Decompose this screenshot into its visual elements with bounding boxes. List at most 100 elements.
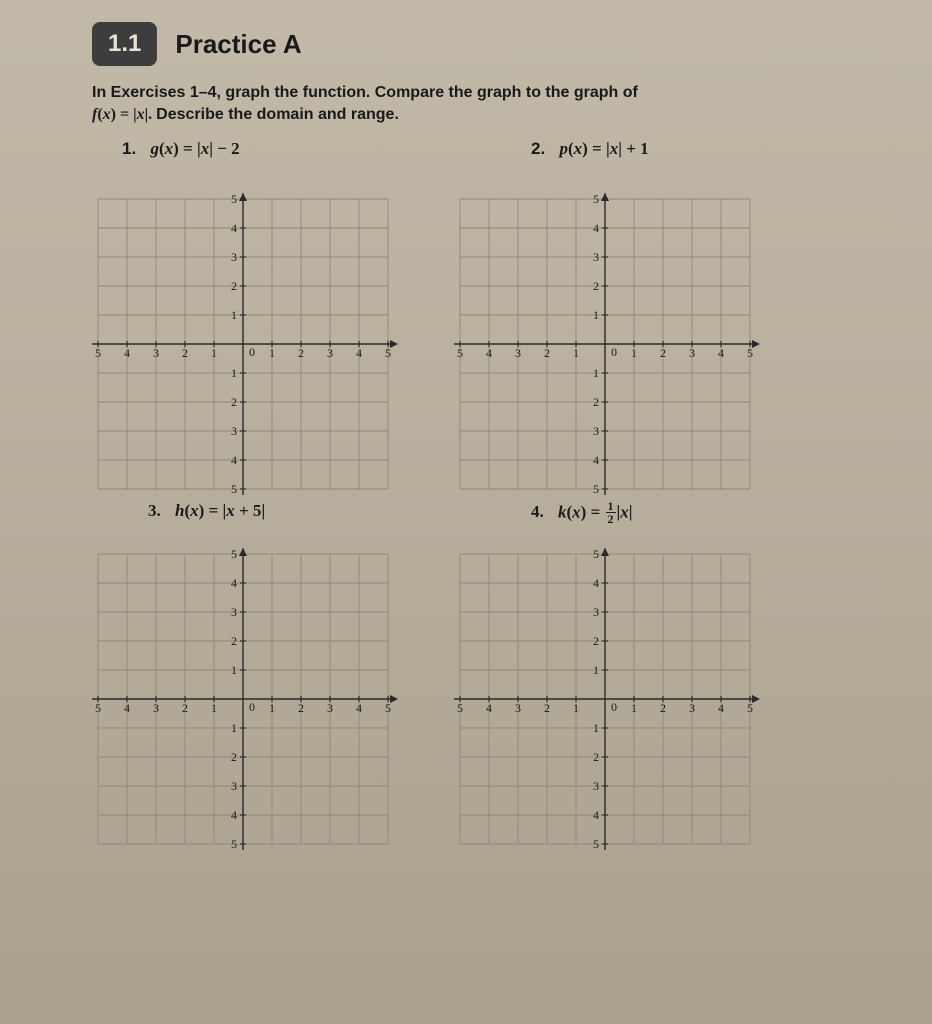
svg-text:2: 2: [298, 346, 304, 360]
svg-text:4: 4: [356, 701, 362, 715]
instructions-line2-fx: f(x) = x.: [92, 106, 156, 123]
instructions: In Exercises 1–4, graph the function. Co…: [92, 82, 712, 127]
svg-text:1: 1: [211, 701, 217, 715]
header: 1.1 Practice A: [92, 22, 860, 66]
problems-row-1: 1. g(x) = x − 2 2. p(x) = x + 1: [122, 139, 860, 159]
problem-number: 3.: [148, 501, 161, 520]
charts-row-1: 543210123455432112345 543210123455432112…: [80, 187, 860, 501]
problem-4: 4. k(x) = 12x: [531, 501, 860, 526]
svg-text:1: 1: [269, 701, 275, 715]
svg-text:0: 0: [249, 345, 255, 359]
section-title: Practice A: [175, 29, 301, 60]
problem-number: 2.: [531, 139, 545, 158]
svg-text:4: 4: [231, 453, 237, 467]
instructions-line1: In Exercises 1–4, graph the function. Co…: [92, 84, 638, 101]
svg-text:3: 3: [153, 701, 159, 715]
problems-row-2: 3. h(x) = x + 5 4. k(x) = 12x: [148, 501, 860, 526]
svg-text:2: 2: [231, 395, 237, 409]
svg-text:1: 1: [631, 346, 637, 360]
svg-text:1: 1: [593, 663, 599, 677]
svg-text:5: 5: [231, 482, 237, 496]
svg-text:3: 3: [153, 346, 159, 360]
svg-text:2: 2: [660, 346, 666, 360]
coordinate-grid-2: 543210123455432112345: [442, 187, 768, 501]
svg-text:1: 1: [573, 346, 579, 360]
svg-text:4: 4: [593, 453, 599, 467]
svg-text:2: 2: [593, 395, 599, 409]
svg-text:4: 4: [124, 701, 130, 715]
svg-text:3: 3: [231, 424, 237, 438]
svg-text:4: 4: [593, 221, 599, 235]
svg-text:4: 4: [718, 701, 724, 715]
svg-text:3: 3: [689, 701, 695, 715]
svg-text:3: 3: [515, 346, 521, 360]
svg-text:4: 4: [718, 346, 724, 360]
section-number-badge: 1.1: [92, 22, 157, 66]
problem-number: 1.: [122, 139, 136, 158]
svg-text:2: 2: [182, 701, 188, 715]
svg-text:2: 2: [544, 701, 550, 715]
worksheet-page: 1.1 Practice A In Exercises 1–4, graph t…: [0, 0, 932, 1024]
problem-1: 1. g(x) = x − 2: [122, 139, 451, 159]
svg-text:1: 1: [231, 721, 237, 735]
svg-text:3: 3: [689, 346, 695, 360]
svg-text:2: 2: [660, 701, 666, 715]
svg-text:1: 1: [231, 366, 237, 380]
svg-text:4: 4: [486, 346, 492, 360]
svg-text:4: 4: [593, 576, 599, 590]
svg-text:1: 1: [231, 663, 237, 677]
charts-row-2: 543210123455432112345 543210123455432112…: [80, 542, 860, 856]
svg-text:5: 5: [95, 701, 101, 715]
svg-text:3: 3: [231, 605, 237, 619]
svg-text:5: 5: [593, 837, 599, 851]
svg-text:5: 5: [593, 192, 599, 206]
svg-text:3: 3: [593, 605, 599, 619]
svg-text:5: 5: [95, 346, 101, 360]
svg-text:5: 5: [231, 192, 237, 206]
svg-text:2: 2: [544, 346, 550, 360]
svg-text:3: 3: [593, 250, 599, 264]
svg-text:1: 1: [631, 701, 637, 715]
svg-text:4: 4: [124, 346, 130, 360]
svg-text:5: 5: [385, 701, 391, 715]
svg-text:5: 5: [593, 547, 599, 561]
svg-text:0: 0: [249, 700, 255, 714]
svg-text:3: 3: [327, 346, 333, 360]
svg-text:2: 2: [231, 634, 237, 648]
svg-text:0: 0: [611, 700, 617, 714]
svg-text:3: 3: [231, 779, 237, 793]
svg-text:4: 4: [356, 346, 362, 360]
svg-text:1: 1: [211, 346, 217, 360]
svg-text:4: 4: [486, 701, 492, 715]
coordinate-grid-3: 543210123455432112345: [80, 542, 406, 856]
svg-text:4: 4: [231, 576, 237, 590]
svg-text:2: 2: [182, 346, 188, 360]
svg-text:5: 5: [593, 482, 599, 496]
coordinate-grid-1: 543210123455432112345: [80, 187, 406, 501]
svg-text:2: 2: [231, 279, 237, 293]
svg-text:5: 5: [385, 346, 391, 360]
svg-text:5: 5: [231, 547, 237, 561]
svg-text:3: 3: [593, 779, 599, 793]
svg-text:0: 0: [611, 345, 617, 359]
svg-text:2: 2: [593, 750, 599, 764]
svg-text:2: 2: [298, 701, 304, 715]
svg-text:4: 4: [231, 221, 237, 235]
svg-text:2: 2: [593, 634, 599, 648]
svg-text:4: 4: [231, 808, 237, 822]
svg-text:3: 3: [515, 701, 521, 715]
svg-text:5: 5: [231, 837, 237, 851]
svg-text:1: 1: [573, 701, 579, 715]
svg-text:5: 5: [457, 346, 463, 360]
svg-text:1: 1: [593, 308, 599, 322]
svg-text:1: 1: [269, 346, 275, 360]
svg-text:5: 5: [747, 701, 753, 715]
svg-text:3: 3: [327, 701, 333, 715]
svg-text:5: 5: [747, 346, 753, 360]
problem-number: 4.: [531, 502, 544, 521]
svg-text:3: 3: [231, 250, 237, 264]
problem-2: 2. p(x) = x + 1: [531, 139, 860, 159]
svg-text:4: 4: [593, 808, 599, 822]
coordinate-grid-4: 543210123455432112345: [442, 542, 768, 856]
svg-text:1: 1: [593, 721, 599, 735]
